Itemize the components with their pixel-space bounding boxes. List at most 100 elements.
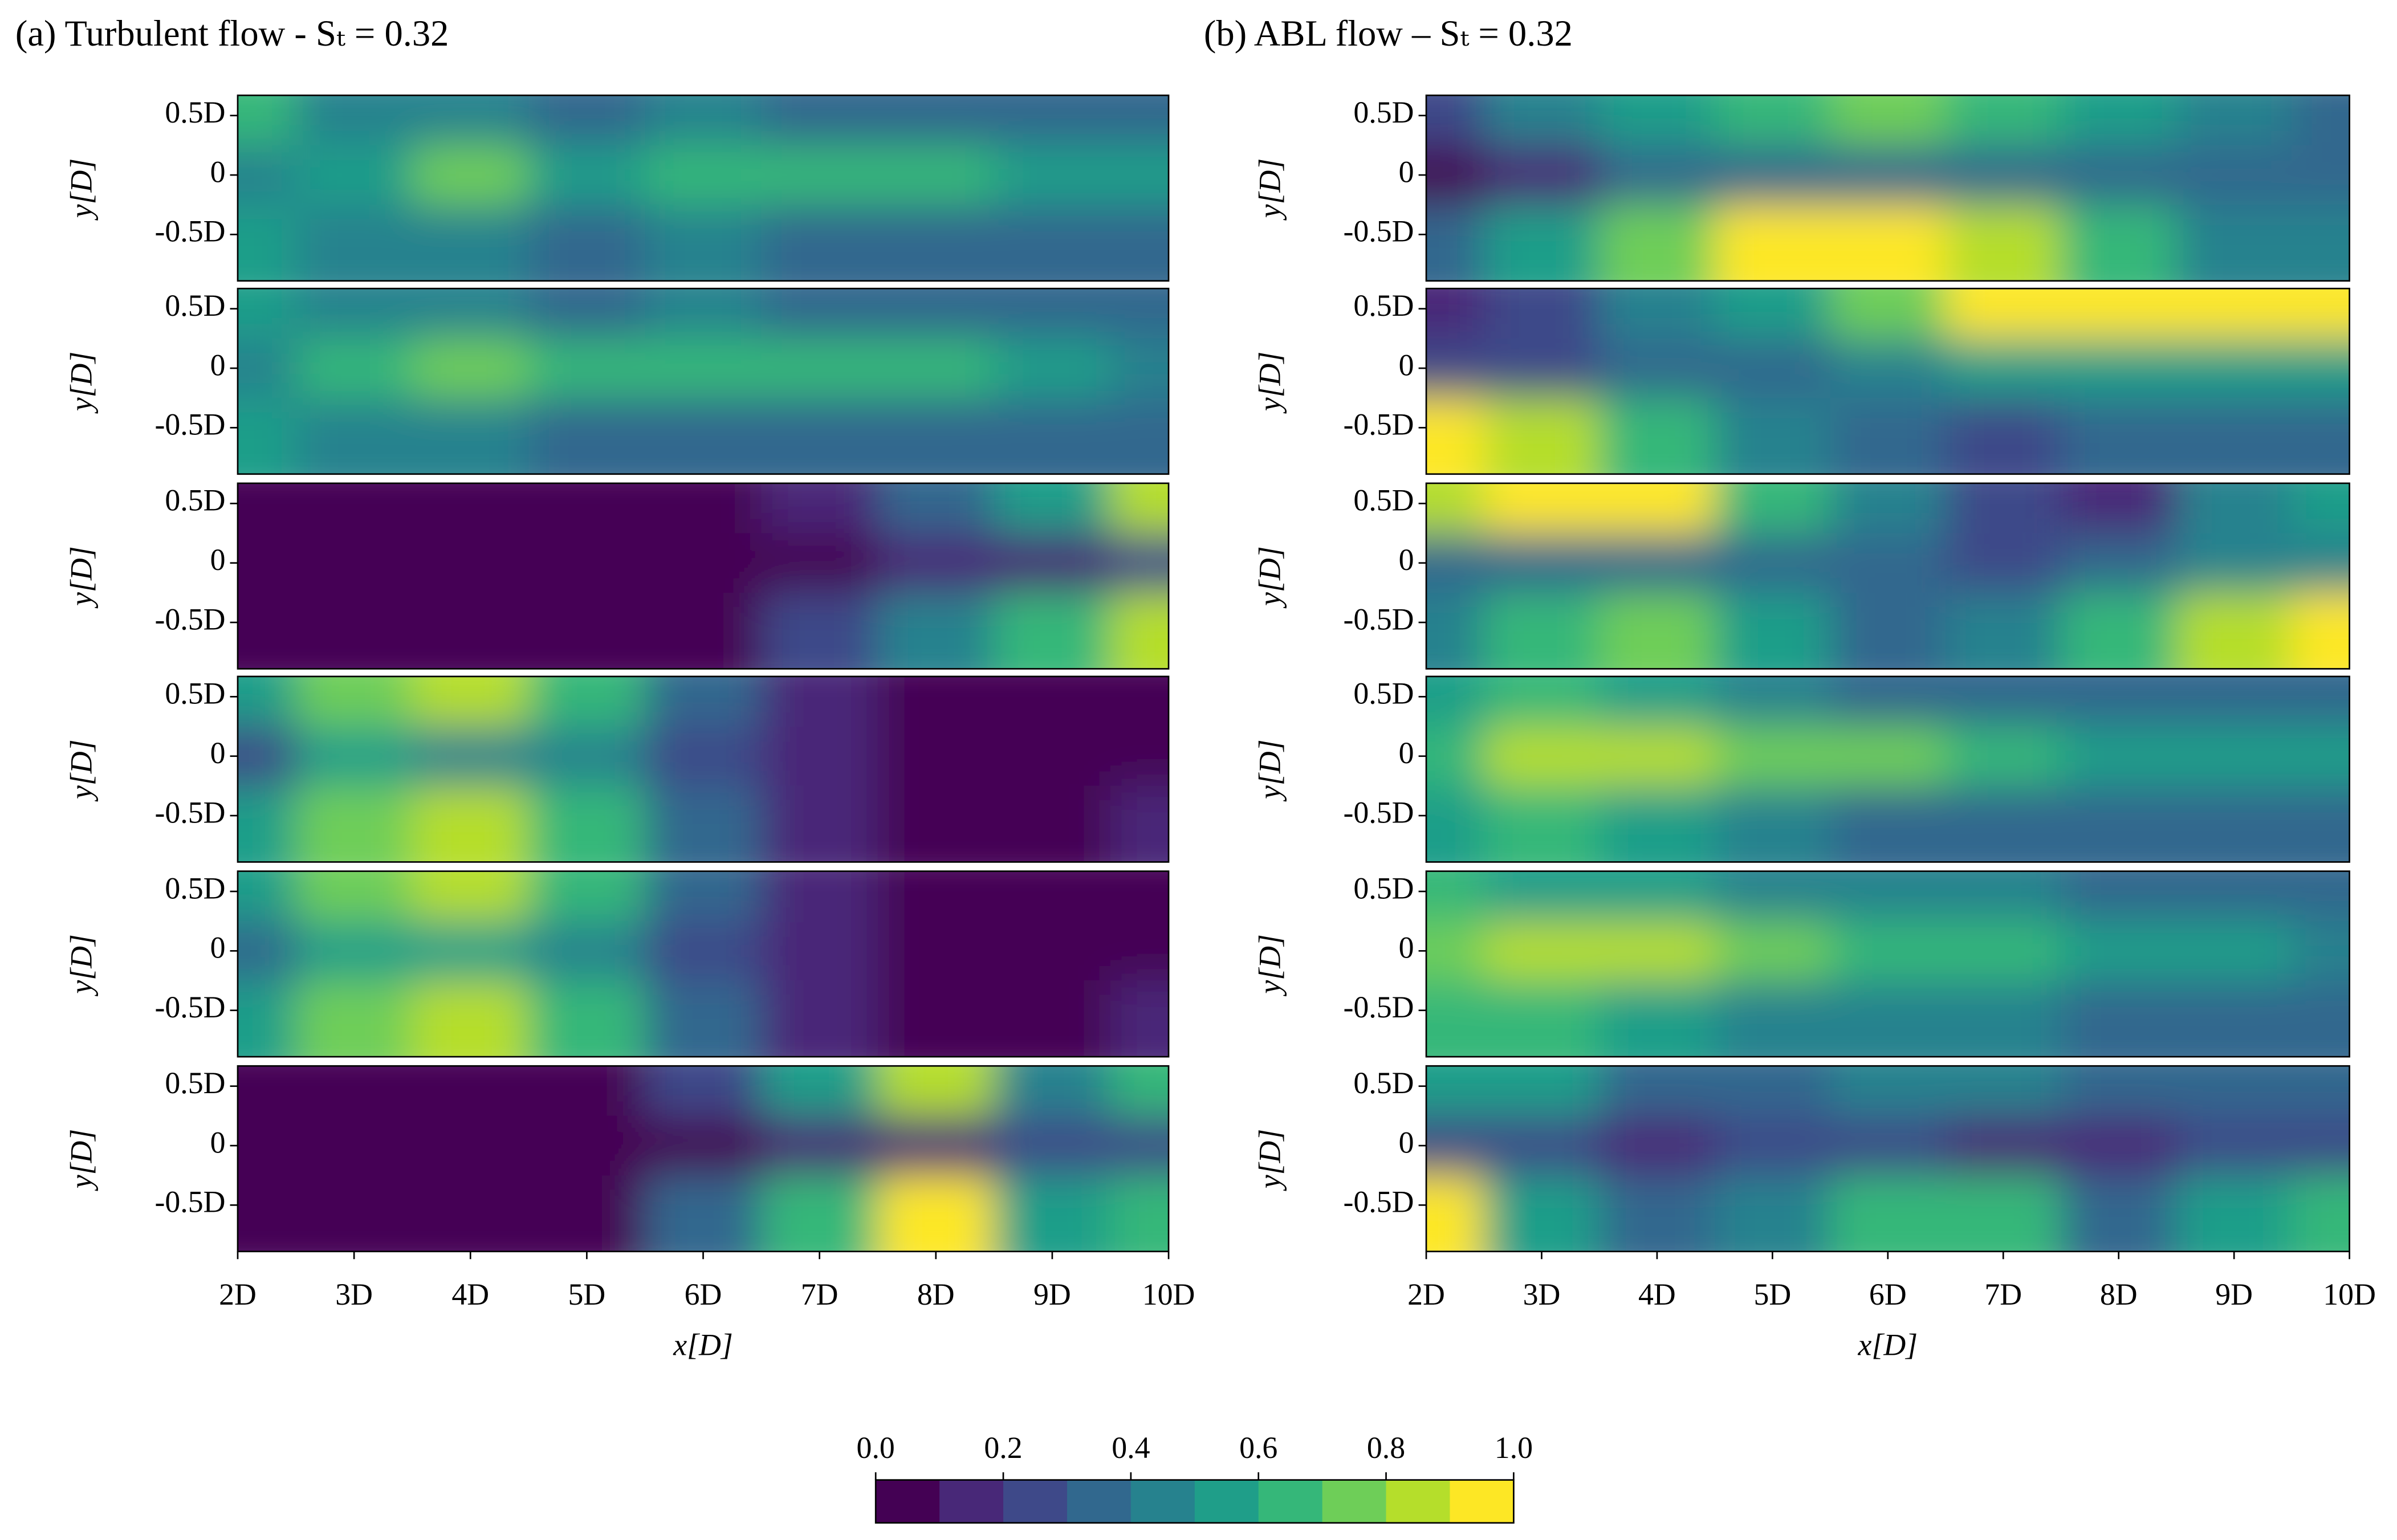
field [1426,483,2350,669]
field-cell [1946,145,2061,205]
axes-frame [237,287,1170,475]
x-tick-label: 4D [451,1277,489,1311]
field-cell [994,145,1110,205]
field-cell [1426,95,1484,145]
field-cell [1426,676,1484,727]
field-cell [1426,1066,1484,1116]
field [1426,288,2350,474]
field-cell [1484,288,1600,339]
field-cell [645,592,762,669]
field-cell [1830,205,1946,281]
field-cell [412,980,529,1057]
y-tick-label: 0.5D [165,1066,225,1100]
y-tick-label: -0.5D [1343,990,1414,1024]
field-cell [761,483,878,533]
field-cell [761,288,878,339]
field-cell [1426,592,1484,669]
field-cell [1110,1066,1169,1116]
field-cell [2176,921,2292,981]
y-tick-label: 0 [210,736,226,770]
field-cell [994,288,1110,339]
field-cell [412,1066,529,1116]
field-cell [1484,398,1600,474]
colorbar-band [939,1480,1004,1523]
y-tick-label: 0 [1399,154,1414,189]
field-cell [1946,921,2061,981]
colorbar-band [1386,1480,1451,1523]
subplot [1426,288,2350,474]
field-cell [1946,726,2061,786]
x-tick-label: 10D [2323,1277,2376,1311]
field-cell [2292,1115,2350,1176]
field-cell [1946,1066,2061,1116]
field-cell [2176,205,2292,281]
x-tick-label: 7D [801,1277,839,1311]
subplot [238,871,1169,1057]
y-tick-label: -0.5D [154,408,225,442]
field-cell [1599,1115,1715,1176]
axes-frame [1425,675,2350,863]
field-cell [2292,145,2350,205]
field-cell [1110,785,1169,862]
field-cell [2292,288,2350,339]
field-cell [2061,871,2176,922]
y-tick-label: -0.5D [1343,795,1414,829]
field-cell [2176,483,2292,533]
axes-frame [1425,287,2350,475]
field-cell [761,921,878,981]
field-cell [1599,785,1715,862]
field-cell [1599,95,1715,145]
field-cell [1484,338,1600,398]
field-cell [2176,95,2292,145]
axes-frame [237,1065,1170,1253]
y-axis-label: y[D] [1252,158,1287,221]
field-cell [2292,398,2350,474]
field-cell [1599,921,1715,981]
field-cell [1599,533,1715,593]
field-cell [238,288,296,339]
field-cell [994,483,1110,533]
field-cell [2292,592,2350,669]
field-cell [2176,1066,2292,1116]
field-cell [528,785,645,862]
field-cell [1599,871,1715,922]
x-tick-label: 5D [1753,1277,1791,1311]
field-cell [1830,785,1946,862]
field-cell [238,676,296,727]
field-cell [1830,145,1946,205]
field-cell [296,533,413,593]
y-tick-label: 0 [210,348,226,382]
subplot [238,1066,1169,1252]
y-tick-label: -0.5D [154,795,225,829]
y-tick-label: -0.5D [1343,408,1414,442]
field-cell [1110,676,1169,727]
y-axis-label: y[D] [1252,1129,1287,1192]
field-cell [1715,483,1830,533]
x-tick-label: 2D [1407,1277,1445,1311]
field-cell [1599,338,1715,398]
field-cell [1110,1115,1169,1176]
axes-frame [237,94,1170,282]
field-cell [1715,288,1830,339]
field-cell [1946,338,2061,398]
field-cell [412,95,529,145]
subplot [1426,1066,2350,1252]
field-cell [994,871,1110,922]
field-cell [645,980,762,1057]
x-tick-label: 9D [2215,1277,2253,1311]
field-cell [1599,676,1715,727]
field-cell [238,398,296,474]
field-cell [2292,726,2350,786]
x-tick-label: 6D [685,1277,722,1311]
field-cell [238,921,296,981]
field-cell [2061,483,2176,533]
field-cell [761,726,878,786]
field-cell [296,1066,413,1116]
y-tick-label: 0.5D [165,871,225,905]
field-cell [645,676,762,727]
field-cell [761,533,878,593]
field-cell [1599,726,1715,786]
field-cell [1946,95,2061,145]
